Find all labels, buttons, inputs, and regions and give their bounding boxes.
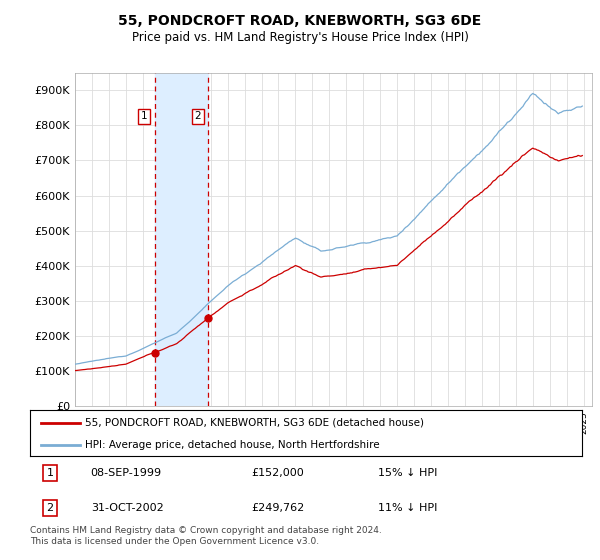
Text: 55, PONDCROFT ROAD, KNEBWORTH, SG3 6DE: 55, PONDCROFT ROAD, KNEBWORTH, SG3 6DE <box>118 14 482 28</box>
Text: £249,762: £249,762 <box>251 503 304 513</box>
Text: HPI: Average price, detached house, North Hertfordshire: HPI: Average price, detached house, Nort… <box>85 440 380 450</box>
Text: £152,000: £152,000 <box>251 468 304 478</box>
Text: 1: 1 <box>141 111 148 121</box>
Bar <box>155 73 208 406</box>
Text: 11% ↓ HPI: 11% ↓ HPI <box>378 503 437 513</box>
Text: 08-SEP-1999: 08-SEP-1999 <box>91 468 162 478</box>
Text: 1: 1 <box>47 468 53 478</box>
Text: 2: 2 <box>194 111 201 121</box>
Text: Price paid vs. HM Land Registry's House Price Index (HPI): Price paid vs. HM Land Registry's House … <box>131 31 469 44</box>
Text: 31-OCT-2002: 31-OCT-2002 <box>91 503 163 513</box>
Text: 55, PONDCROFT ROAD, KNEBWORTH, SG3 6DE (detached house): 55, PONDCROFT ROAD, KNEBWORTH, SG3 6DE (… <box>85 418 424 428</box>
Text: 15% ↓ HPI: 15% ↓ HPI <box>378 468 437 478</box>
Text: 2: 2 <box>47 503 53 513</box>
Text: Contains HM Land Registry data © Crown copyright and database right 2024.
This d: Contains HM Land Registry data © Crown c… <box>30 526 382 546</box>
